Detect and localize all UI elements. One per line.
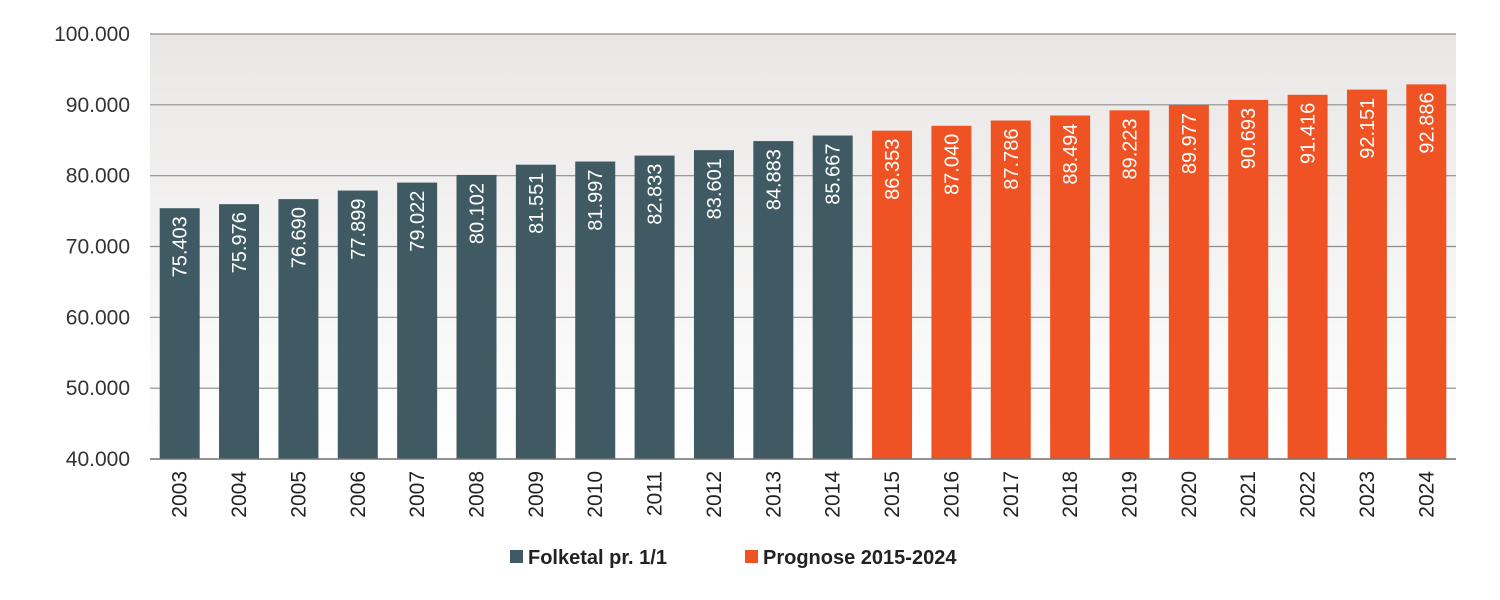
legend: Folketal pr. 1/1 Prognose 2015-2024	[510, 547, 957, 569]
x-tick-label: 2003	[169, 471, 192, 518]
bar	[515, 164, 556, 459]
bar-value-label: 90.693	[1238, 108, 1260, 169]
bar-value-label: 89.223	[1120, 118, 1142, 179]
x-tick-label: 2008	[466, 471, 489, 518]
bar	[278, 199, 319, 460]
bar-value-label: 87.040	[941, 134, 963, 195]
x-tick-label: 2004	[228, 471, 251, 518]
y-tick-label: 70.000	[66, 236, 130, 259]
y-tick-label: 50.000	[66, 377, 130, 400]
x-tick-label: 2020	[1178, 471, 1201, 518]
bar	[753, 141, 794, 460]
bar-value-label: 87.786	[1001, 129, 1023, 190]
bar	[990, 120, 1031, 459]
x-tick-label: 2013	[762, 471, 785, 518]
x-tick-label: 2018	[1059, 471, 1082, 518]
x-tick-label: 2012	[703, 471, 726, 518]
bar-value-label: 79.022	[407, 191, 429, 252]
legend-swatch	[745, 550, 758, 563]
y-tick-label: 80.000	[66, 165, 130, 188]
y-axis-labels: 40.000 50.000 60.000 70.000 80.000 90.000 100.…	[54, 23, 130, 471]
bar-value-label: 77.899	[348, 199, 370, 260]
x-tick-label: 2005	[287, 471, 310, 518]
bar-value-label: 86.353	[882, 139, 904, 200]
bar	[1346, 89, 1387, 460]
x-axis-labels: 2003 2004 2005 2006 2007 2008 2009 2010 2011 2012…	[169, 471, 1439, 518]
bar-value-label: 76.690	[288, 207, 310, 268]
x-tick-label: 2014	[822, 471, 845, 518]
bar	[456, 174, 497, 460]
bar	[1287, 94, 1328, 459]
x-tick-label: 2011	[644, 471, 667, 516]
x-tick-label: 2019	[1119, 471, 1142, 518]
bar-value-label: 75.403	[170, 216, 192, 277]
bar-value-label: 89.977	[1179, 113, 1201, 174]
bar	[634, 155, 675, 459]
bar	[812, 135, 853, 459]
bar-value-label: 75.976	[229, 212, 251, 273]
y-tick-label: 100.000	[54, 23, 130, 46]
x-tick-label: 2022	[1297, 471, 1320, 518]
bar	[397, 182, 438, 459]
bar-value-label: 88.494	[1060, 124, 1082, 185]
y-tick-label: 90.000	[66, 94, 130, 117]
bar	[693, 150, 734, 459]
x-tick-label: 2009	[525, 471, 548, 518]
x-tick-label: 2010	[584, 471, 607, 518]
bar-value-label: 82.833	[645, 164, 667, 225]
y-tick-label: 40.000	[66, 448, 130, 471]
bar-value-label: 92.151	[1357, 98, 1379, 159]
bar	[337, 190, 378, 459]
bar-value-label: 85.667	[823, 144, 845, 205]
x-tick-label: 2024	[1415, 471, 1438, 518]
bar-value-label: 92.886	[1416, 92, 1438, 153]
bar-value-label: 83.601	[704, 158, 726, 219]
bar-value-label: 84.883	[763, 149, 785, 210]
bar	[219, 204, 260, 459]
x-tick-label: 2015	[881, 471, 904, 518]
y-tick-label: 60.000	[66, 306, 130, 329]
bar	[1168, 104, 1209, 459]
bar	[1109, 110, 1150, 459]
x-tick-label: 2016	[940, 471, 963, 518]
x-tick-label: 2021	[1237, 471, 1260, 518]
bar-value-label: 81.997	[585, 170, 607, 231]
legend-label: Prognose 2015-2024	[763, 547, 957, 569]
bar	[1228, 99, 1269, 459]
x-tick-label: 2006	[347, 471, 370, 518]
bar	[1050, 115, 1091, 460]
bar-value-label: 91.416	[1298, 103, 1320, 164]
bar	[159, 208, 200, 459]
legend-swatch	[510, 550, 523, 563]
bar-value-label: 80.102	[467, 183, 489, 244]
x-tick-label: 2007	[406, 471, 429, 518]
bar-value-labels: 75.403 75.976 76.690 77.899 79.022 80.102 81.5…	[170, 92, 1439, 277]
bar-value-label: 81.551	[526, 173, 548, 234]
bar	[1406, 84, 1447, 459]
x-tick-label: 2017	[1000, 471, 1023, 518]
bar	[931, 125, 972, 460]
bar	[872, 130, 913, 459]
legend-label: Folketal pr. 1/1	[528, 547, 667, 569]
bars	[159, 84, 1447, 460]
x-tick-label: 2023	[1356, 471, 1379, 518]
bar	[575, 161, 616, 460]
